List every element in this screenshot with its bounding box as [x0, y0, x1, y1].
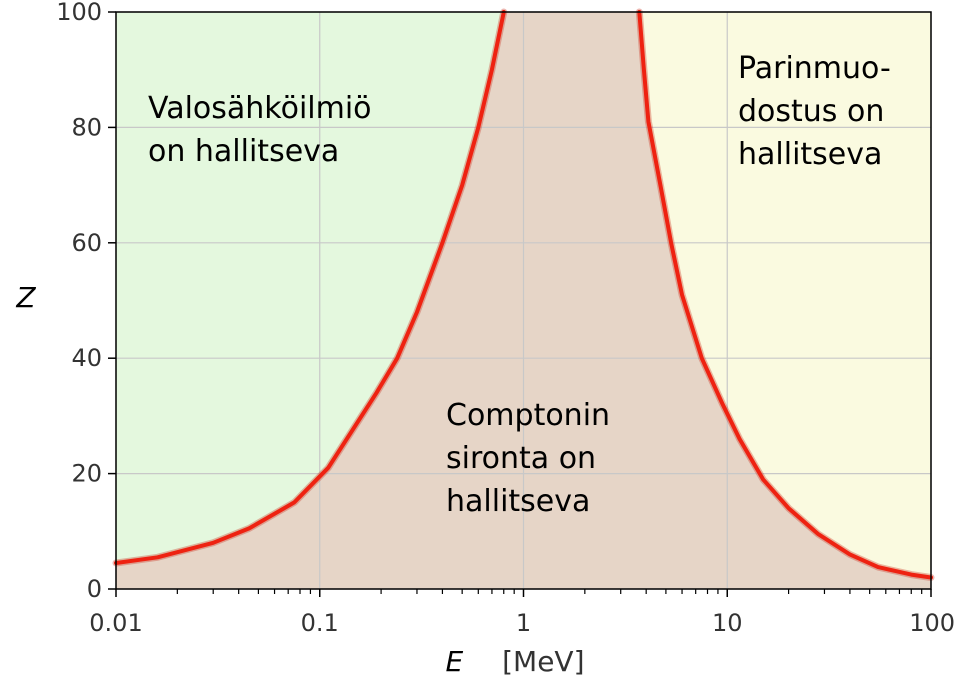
photoelectric-annotation: Valosähköilmiö on hallitseva: [148, 91, 381, 169]
pair-production-annotation: Parinmuo- dostus on hallitseva: [738, 51, 900, 172]
x-axis-label-unit: [MeV]: [502, 645, 584, 677]
x-axis-label: E [MeV]: [446, 645, 585, 677]
photoelectric-region: [116, 12, 504, 563]
boundary-lines: [112, 8, 935, 581]
boundary-line-compton-pair: [637, 10, 933, 580]
x-tick-label: 1: [516, 609, 531, 637]
x-tick-label: 10: [712, 609, 743, 637]
x-tick-label: 100: [909, 609, 955, 637]
annotation-line: Valosähköilmiö: [148, 91, 372, 126]
y-tick-label: 0: [87, 575, 102, 603]
axis-ticks: [108, 11, 932, 597]
y-tick-label: 60: [71, 229, 102, 257]
annotation-line: on hallitseva: [148, 134, 339, 169]
annotation-line: hallitseva: [738, 137, 882, 172]
annotation-line: dostus on: [738, 94, 884, 129]
tick-labels: 0 20 40 60 80 100 0.01 0.1 1 10 100: [56, 0, 955, 637]
boundary-line-photoelectric-compton: [114, 10, 506, 565]
y-tick-label: 80: [71, 113, 102, 141]
annotation-line: hallitseva: [446, 484, 590, 519]
x-tick-label: 0.1: [301, 609, 339, 637]
region-annotations: Valosähköilmiö on hallitseva Comptonin s…: [148, 51, 900, 519]
y-tick-label: 40: [71, 344, 102, 372]
compton-annotation: Comptonin sironta on hallitseva: [446, 398, 620, 519]
y-tick-label: 100: [56, 0, 102, 26]
annotation-line: Parinmuo-: [738, 51, 891, 86]
annotation-line: sironta on: [446, 441, 596, 476]
y-tick-label: 20: [71, 460, 102, 488]
pair-production-region: [639, 12, 931, 578]
x-tick-label: 0.01: [89, 609, 142, 637]
x-axis-label-symbol: E: [446, 645, 464, 677]
annotation-line: Comptonin: [446, 398, 610, 433]
y-axis-label: Z: [15, 281, 36, 314]
